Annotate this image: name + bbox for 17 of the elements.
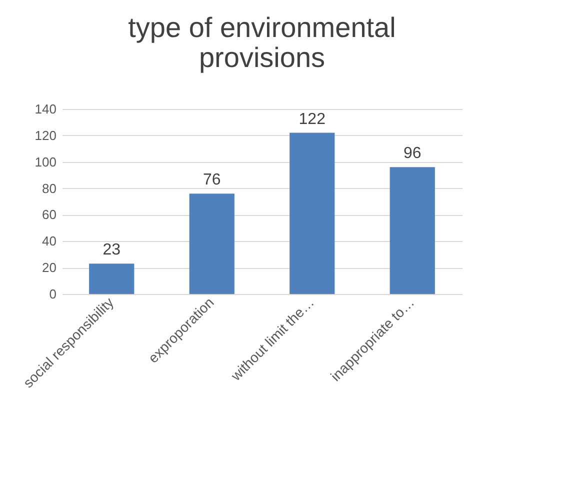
y-tick-label: 80	[42, 180, 56, 196]
y-tick-label: 140	[34, 102, 56, 116]
y-tick-label: 20	[42, 260, 56, 276]
y-tick-label: 60	[42, 207, 56, 222]
data-label: 96	[403, 145, 422, 162]
data-label: 23	[102, 242, 121, 259]
y-tick-label: 100	[34, 154, 56, 170]
y-tick-label: 40	[42, 234, 56, 249]
y-tick-label: 0	[49, 286, 56, 302]
bar	[189, 194, 234, 294]
data-label: 122	[298, 110, 326, 128]
data-label: 76	[202, 172, 221, 189]
bar	[390, 167, 435, 294]
bar	[89, 264, 134, 294]
chart-title: type of environmental provisions	[128, 12, 396, 73]
y-tick-label: 120	[34, 128, 56, 143]
bar	[290, 132, 335, 294]
